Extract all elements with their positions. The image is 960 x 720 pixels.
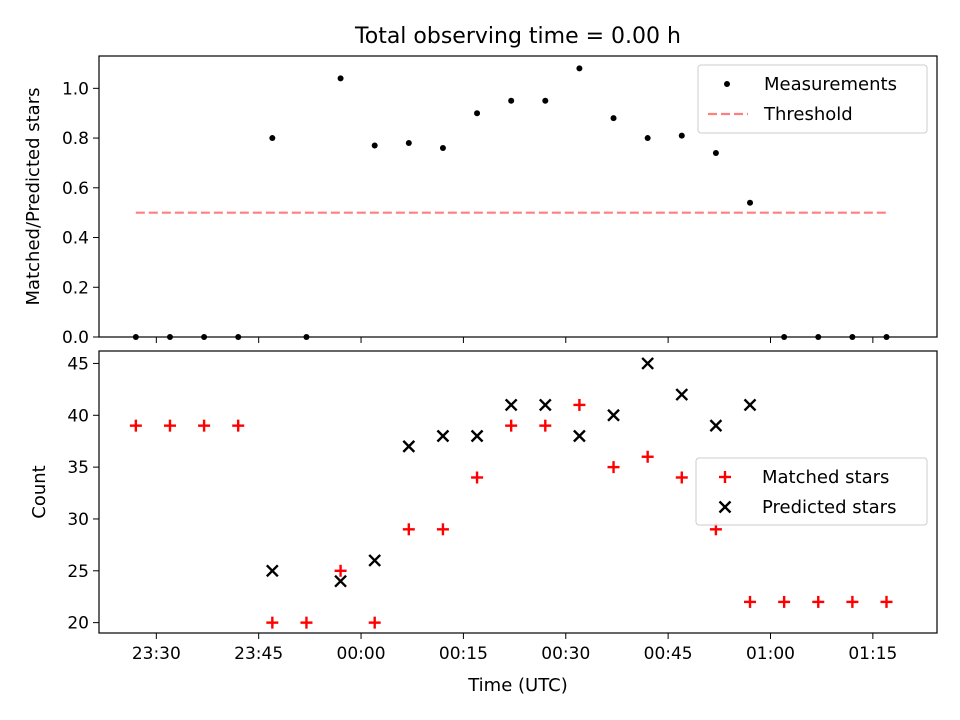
- measurements-point: [610, 115, 617, 122]
- plot-frame: [98, 55, 938, 338]
- measurements-point: [439, 145, 446, 152]
- matched-stars-point: [539, 419, 552, 432]
- y-axis-label: Matched/Predicted stars: [23, 88, 44, 306]
- y-tick-label: 20: [67, 614, 89, 634]
- y-tick-label: 0.8: [62, 129, 89, 149]
- predicted-stars-point: [538, 398, 552, 412]
- matched-stars-point: [607, 461, 620, 474]
- predicted-stars-point: [573, 429, 586, 443]
- matched-stars-point: [436, 523, 449, 536]
- legend-marker: [718, 500, 732, 514]
- y-tick-label: 40: [67, 406, 89, 426]
- measurements-point: [747, 199, 754, 206]
- y-tick-label: 45: [67, 354, 89, 374]
- matched-stars-point: [778, 595, 791, 608]
- count-panel: 20 25 30 35 40 45 23:30 23:45 00:00 00:15 00:30 00:…: [29, 350, 938, 664]
- predicted-stars-point: [368, 554, 382, 567]
- x-tick-label: 23:45: [234, 644, 283, 664]
- x-tick-label: 01:15: [848, 644, 897, 664]
- predicted-stars-point: [265, 564, 279, 578]
- chart-title: Total observing time = 0.00 h: [354, 24, 681, 49]
- y-tick-label: 1.0: [62, 79, 89, 99]
- matched-stars-point: [198, 419, 211, 432]
- matched-stars-point: [573, 398, 586, 411]
- matched-stars-point: [812, 595, 825, 608]
- measurements-point: [269, 135, 276, 142]
- predicted-stars-point: [743, 398, 757, 412]
- matched-stars-point: [129, 419, 142, 432]
- legend-label: Threshold: [763, 104, 853, 125]
- y-tick-label: 25: [67, 562, 89, 582]
- predicted-stars-point: [470, 429, 484, 443]
- legend: Matched stars Predicted stars: [695, 457, 928, 526]
- x-tick-label: 00:15: [439, 644, 488, 664]
- matched-stars-point: [402, 523, 415, 536]
- matched-stars-point: [505, 419, 518, 432]
- matched-stars-point: [334, 564, 347, 577]
- x-tick-label: 00:30: [541, 644, 590, 664]
- predicted-stars-point: [709, 419, 723, 432]
- y-tick-label: 0.6: [62, 179, 89, 199]
- legend-box: [695, 457, 928, 526]
- matched-stars-point: [368, 616, 381, 629]
- legend-marker: [719, 471, 731, 483]
- measurements-point: [712, 149, 719, 156]
- legend-marker: [724, 81, 730, 87]
- legend-label: Measurements: [764, 74, 897, 95]
- measurements-point: [678, 132, 685, 139]
- y-tick-label: 0.0: [62, 328, 89, 348]
- matched-stars-point: [846, 595, 859, 608]
- legend-label: Matched stars: [762, 467, 889, 488]
- legend: Measurements Threshold: [697, 64, 928, 134]
- plot-frame: [98, 350, 938, 634]
- predicted-stars-point: [334, 574, 347, 588]
- matched-stars-point: [300, 616, 313, 629]
- y-tick-label: 30: [67, 510, 89, 530]
- x-tick-label: 00:45: [644, 644, 693, 664]
- predicted-stars-point: [607, 408, 620, 422]
- predicted-stars-point: [641, 357, 655, 370]
- x-tick-label: 00:00: [337, 644, 386, 664]
- measurements-point: [405, 140, 412, 147]
- x-axis-label: Time (UTC): [467, 675, 568, 696]
- measurements-point: [542, 97, 549, 104]
- measurements-point: [337, 75, 344, 82]
- measurements-point: [474, 110, 481, 117]
- predicted-stars-point: [504, 398, 518, 412]
- measurements-point: [576, 65, 583, 72]
- matched-stars-point: [744, 595, 757, 608]
- y-tick-label: 0.4: [62, 229, 89, 249]
- x-tick-label: 01:00: [746, 644, 795, 664]
- predicted-stars-point: [436, 429, 450, 443]
- matched-stars-point: [232, 419, 245, 432]
- legend-label: Predicted stars: [762, 497, 896, 518]
- predicted-stars-point: [675, 388, 689, 401]
- y-tick-label: 0.2: [62, 278, 89, 298]
- y-axis-label: Count: [29, 465, 50, 518]
- y-tick-label: 35: [67, 458, 89, 478]
- matched-stars-point: [471, 471, 484, 484]
- matched-stars-point: [641, 450, 654, 463]
- x-tick-label: 23:30: [132, 644, 181, 664]
- measurements-point: [508, 97, 515, 104]
- matched-stars-point: [163, 419, 176, 432]
- legend-box: [697, 64, 928, 134]
- matched-stars-point: [880, 595, 893, 608]
- measurements-point: [371, 142, 378, 149]
- matched-stars-point: [266, 616, 279, 629]
- measurements-point: [644, 135, 651, 142]
- predicted-stars-point: [402, 440, 416, 453]
- matched-stars-point: [675, 471, 688, 484]
- ratio-panel: 0.0 0.2 0.4 0.6 0.8 1.0 Matched/Predicted star…: [23, 55, 938, 348]
